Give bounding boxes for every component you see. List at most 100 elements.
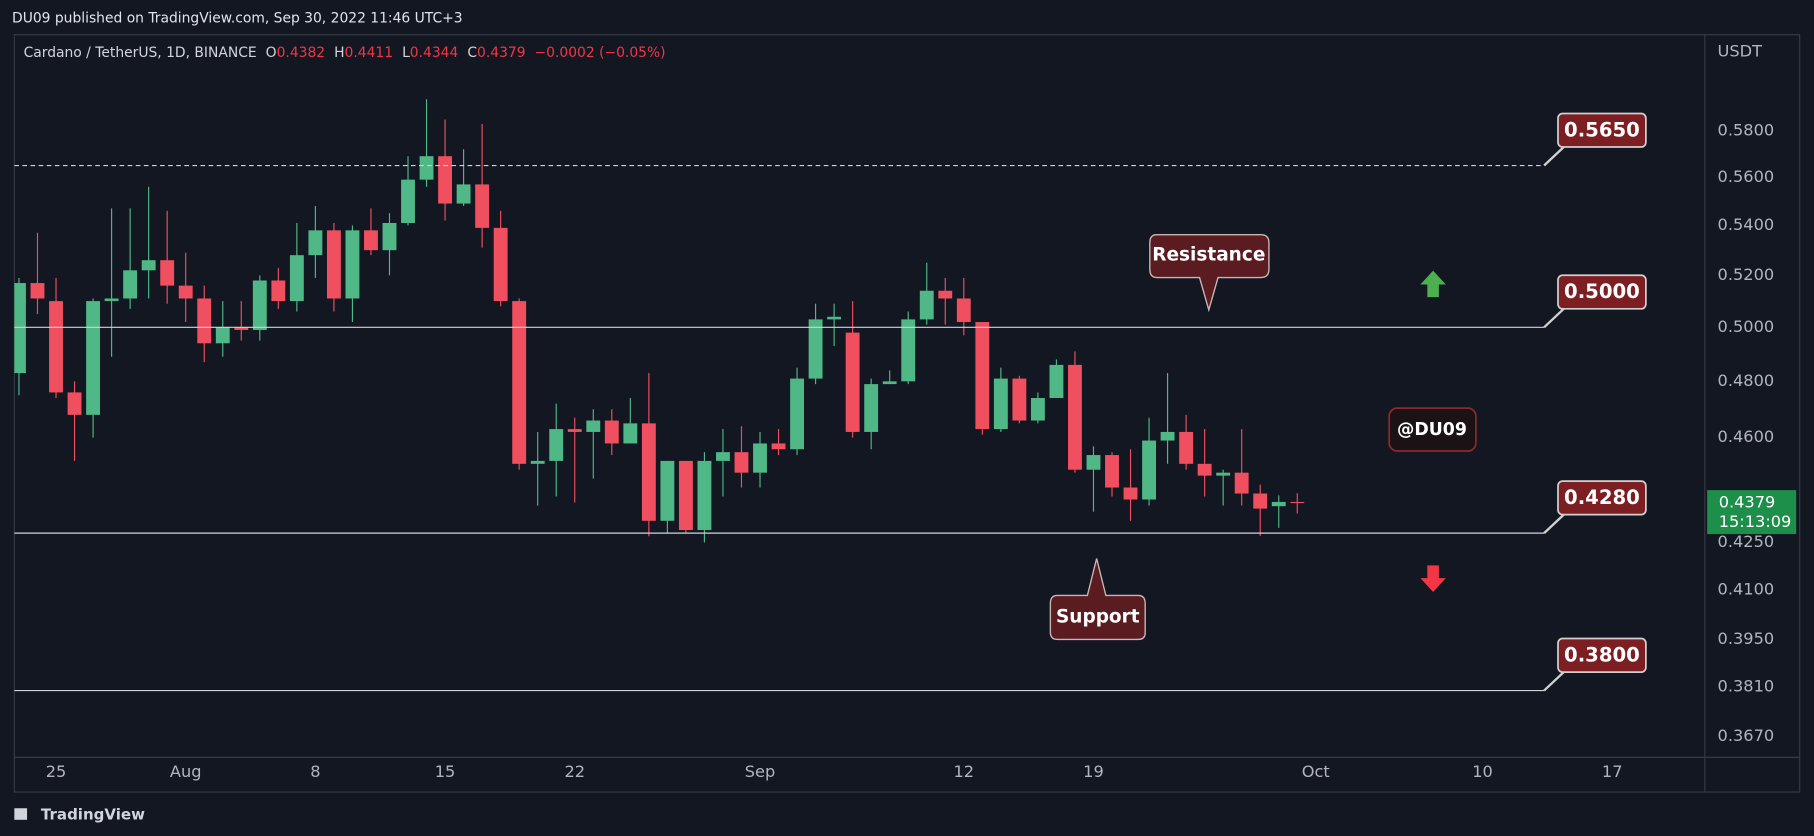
y-tick-label: 0.5600 [1718, 167, 1775, 186]
candle-body [104, 298, 119, 302]
candle-body [493, 227, 508, 302]
candle-body [456, 184, 471, 204]
candle-body [956, 298, 971, 323]
candle-body [808, 319, 823, 379]
candle-body [753, 443, 767, 473]
candle-body [790, 378, 805, 450]
candle-body [1216, 472, 1231, 476]
candle-body [475, 184, 490, 228]
footer-logo: TradingView [14, 806, 145, 824]
candle-body [678, 460, 693, 531]
ohlc-key: C [467, 45, 477, 61]
y-tick-label: 0.4600 [1718, 427, 1775, 446]
candle-body [1253, 493, 1268, 509]
x-axis: 25 Aug 8 15 22 Sep 12 19 Oct 10 17 [46, 762, 1623, 781]
candle-body [864, 384, 879, 432]
level-label: 0.5000 [1564, 280, 1640, 303]
candle-body [901, 319, 916, 382]
candle-body [401, 179, 415, 223]
ohlc-value: 0.4411 [345, 45, 394, 61]
level-box [1557, 480, 1647, 516]
x-tick-label: 12 [954, 762, 975, 781]
candle-body [586, 420, 601, 432]
candle-body [271, 280, 286, 302]
candle-body [1105, 455, 1119, 488]
candle-body [716, 452, 730, 461]
ohlc-value: 0.4344 [410, 45, 459, 61]
candle-body [1271, 501, 1286, 507]
x-tick-label: 10 [1472, 762, 1493, 781]
y-tick-label: 0.5400 [1718, 215, 1775, 234]
x-tick-label: 17 [1602, 762, 1623, 781]
support-callout: Support [1049, 558, 1146, 641]
candle-body [215, 327, 230, 344]
level-label: 0.4280 [1564, 486, 1640, 509]
candle-body [30, 283, 45, 299]
candle-body [771, 443, 786, 450]
candle-body [252, 280, 267, 330]
y-unit: USDT [1718, 42, 1763, 61]
candle-body [438, 156, 453, 204]
y-tick-label: 0.4250 [1718, 532, 1775, 551]
y-tick-label: 0.3810 [1718, 677, 1775, 696]
ohlc-value: 0.4382 [277, 45, 326, 61]
level-box [1557, 274, 1647, 310]
up-arrow [1420, 270, 1446, 298]
candle-body [345, 230, 360, 299]
level-pointer [1543, 307, 1565, 329]
y-tick-label: 0.3670 [1718, 726, 1775, 745]
price-tag-box [1707, 490, 1797, 535]
candle-body [382, 222, 397, 251]
candle-body [289, 255, 304, 302]
levels: 0.5650 0.5000 0.4280 0.3800 [14, 112, 1647, 692]
candle-body [123, 270, 138, 299]
x-tick-label: 22 [564, 762, 585, 781]
candle-body [1160, 431, 1175, 441]
y-tick-label: 0.3950 [1718, 629, 1775, 648]
candle-body [1030, 397, 1045, 421]
candle-body [1290, 501, 1305, 504]
candle-body [604, 420, 619, 444]
candle-body [86, 301, 101, 415]
level-pointer [1543, 146, 1565, 167]
x-tick-label: Oct [1302, 762, 1330, 781]
y-axis: 0.5800 0.5600 0.5400 0.5200 0.5000 0.4800 0.46… [1718, 120, 1775, 745]
candle-body [178, 285, 193, 299]
y-tick-label: 0.5200 [1718, 265, 1775, 284]
candle-body [641, 423, 656, 521]
watermark: @DU09 [1388, 407, 1477, 452]
level-label: 0.3800 [1564, 643, 1640, 666]
candle-body [623, 423, 638, 444]
legend-line: Cardano / TetherUS, 1D, BINANCE O0.4382 … [24, 45, 666, 61]
x-tick-label: 15 [435, 762, 456, 781]
candle-body [975, 322, 990, 430]
candle-body [734, 452, 749, 473]
y-tick-label: 0.5800 [1718, 120, 1775, 139]
candle-body [141, 260, 156, 271]
candle-body [993, 378, 1008, 430]
candle-body [308, 230, 323, 256]
candle-body [1234, 472, 1249, 494]
candle-body [919, 290, 934, 320]
candle-body [1179, 431, 1194, 464]
level-pointer [1543, 671, 1565, 692]
candle-body [549, 429, 564, 461]
candle-body [49, 301, 63, 393]
symbol: Cardano / TetherUS, 1D, BINANCE [24, 45, 257, 61]
candle-body [938, 290, 953, 299]
x-tick-label: 19 [1083, 762, 1104, 781]
candle-body [1086, 455, 1101, 470]
down-arrow [1420, 565, 1446, 593]
callout-shape [1149, 234, 1270, 313]
y-tick-label: 0.4100 [1718, 579, 1775, 598]
callout-text: Support [1056, 606, 1140, 627]
candle-body [364, 230, 378, 251]
candle-body [567, 429, 582, 432]
candle-body [660, 460, 675, 521]
candle-body [1012, 378, 1027, 421]
callout-text: Resistance [1152, 245, 1265, 266]
candle-body [197, 298, 212, 344]
